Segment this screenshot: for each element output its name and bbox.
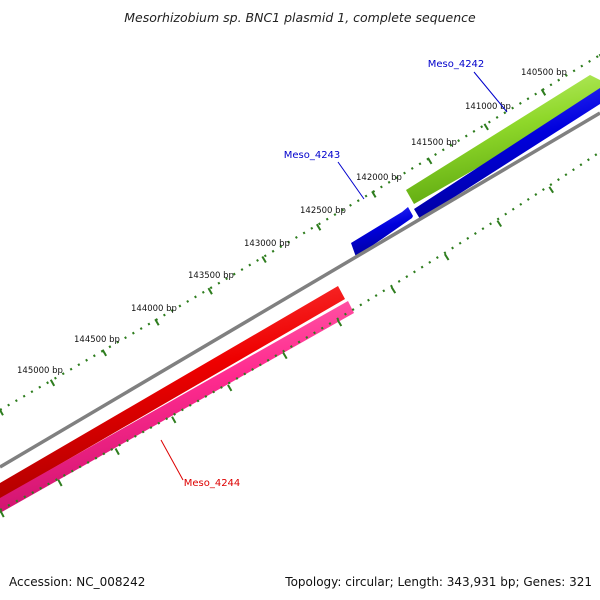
major-tick [443, 253, 450, 261]
gene-meso-4242[interactable] [406, 75, 600, 204]
major-tick [207, 287, 213, 295]
gene-pink[interactable] [0, 301, 354, 513]
accession-text: Accession: NC_008242 [9, 575, 145, 589]
major-tick [227, 384, 233, 392]
label-meso-4242[interactable]: Meso_4242 [428, 59, 485, 70]
gene-meso-4244[interactable] [0, 286, 345, 499]
major-tick [0, 510, 5, 518]
outer-major-ticks [0, 53, 600, 416]
major-tick [57, 479, 63, 487]
tick-label: 145000 bp [17, 366, 63, 376]
tick-label: 142000 bp [356, 173, 402, 183]
gene-blue-long[interactable] [414, 88, 600, 219]
tick-label: 143000 bp [244, 239, 290, 249]
label-meso-4244[interactable]: Meso_4244 [184, 478, 241, 489]
major-tick [548, 186, 554, 194]
major-tick [315, 223, 322, 231]
backbone-line [0, 111, 600, 469]
major-tick [0, 408, 4, 416]
inner-major-ticks [0, 153, 600, 518]
major-tick [171, 416, 177, 424]
map-title: Mesorhizobium sp. BNC1 plasmid 1, comple… [124, 10, 476, 25]
major-tick [496, 220, 503, 228]
major-tick [101, 349, 108, 357]
leader-meso-4242 [473, 71, 508, 113]
major-tick [261, 255, 267, 263]
major-tick [336, 319, 343, 327]
tick-label: 144000 bp [131, 304, 177, 314]
label-meso-4243[interactable]: Meso_4243 [284, 150, 341, 161]
leader-meso-4244 [160, 439, 184, 481]
tick-label: 140500 bp [521, 68, 567, 78]
tick-label: 141000 bp [465, 102, 511, 112]
major-tick [154, 318, 160, 326]
major-tick [282, 352, 288, 360]
tick-label: 142500 bp [300, 206, 346, 216]
major-tick [114, 447, 120, 456]
major-tick [49, 379, 56, 387]
leader-meso-4243 [337, 161, 365, 200]
major-tick [427, 157, 433, 165]
major-tick [540, 88, 547, 96]
major-tick [483, 123, 489, 131]
major-tick [371, 190, 377, 198]
tick-label: 141500 bp [411, 138, 457, 148]
major-tick [390, 286, 397, 294]
tick-label: 144500 bp [74, 335, 120, 345]
topology-summary: Topology: circular; Length: 343,931 bp; … [284, 575, 592, 589]
gene-meso-4243[interactable] [351, 207, 413, 257]
tick-label: 143500 bp [188, 271, 234, 281]
